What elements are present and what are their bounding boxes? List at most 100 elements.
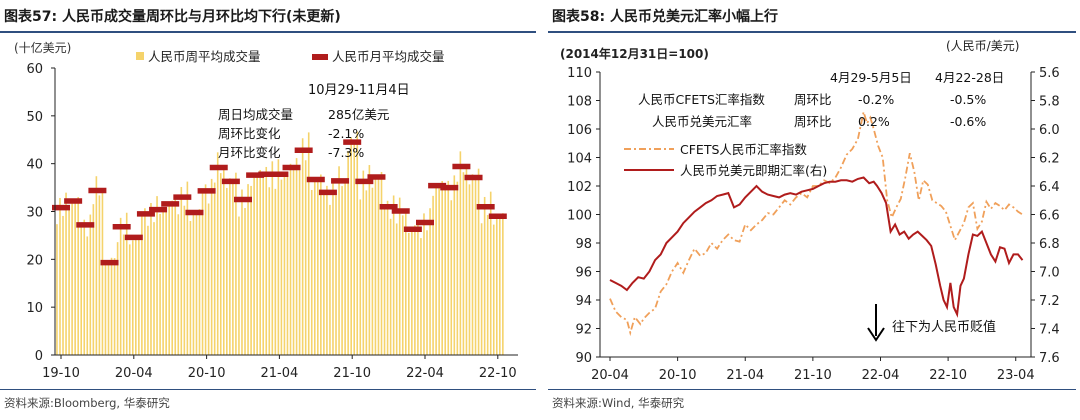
weekly-volume-bar bbox=[235, 172, 237, 355]
weekly-volume-bar bbox=[56, 224, 58, 355]
weekly-volume-bar bbox=[238, 216, 240, 355]
weekly-volume-bar bbox=[107, 262, 110, 355]
weekly-volume-bar bbox=[101, 189, 104, 355]
weekly-volume-bar bbox=[468, 184, 471, 355]
chart-panel-volume: 图表57: 人民币成交量周环比与月环比均下行(未更新) (十亿美元) 0 10 20 3… bbox=[0, 9, 536, 410]
left-tick-label: 90 bbox=[575, 351, 592, 366]
weekly-volume-bar bbox=[119, 217, 122, 355]
weekly-volume-bar bbox=[474, 175, 477, 355]
weekly-volume-bar bbox=[289, 163, 292, 355]
weekly-volume-bar bbox=[162, 209, 164, 355]
weekly-volume-bar bbox=[471, 174, 474, 355]
weekly-volume-bar bbox=[480, 223, 483, 355]
weekly-volume-bar bbox=[408, 232, 410, 355]
table-row-name: 人民币兑美元汇率 bbox=[652, 114, 752, 129]
weekly-volume-bar bbox=[465, 164, 468, 355]
table-row-value: -0.6% bbox=[950, 114, 986, 129]
weekly-volume-bar bbox=[98, 195, 101, 355]
weekly-volume-bar bbox=[304, 160, 307, 355]
weekly-volume-bar bbox=[268, 187, 271, 355]
weekly-volume-bar bbox=[65, 192, 67, 355]
right-tick-label: 7.0 bbox=[1039, 266, 1060, 281]
weekly-volume-bar bbox=[89, 214, 92, 355]
weekly-volume-bar bbox=[371, 187, 374, 355]
title-divider bbox=[548, 31, 1076, 33]
weekly-volume-bar bbox=[323, 194, 325, 355]
table-header: 4月29-5月5日 bbox=[830, 70, 912, 85]
legend-swatch-monthly bbox=[312, 54, 328, 60]
weekly-volume-bar bbox=[259, 169, 261, 355]
y-tick-label: 0 bbox=[35, 349, 43, 364]
weekly-volume-bar bbox=[186, 181, 189, 355]
y-tick-label: 40 bbox=[26, 158, 43, 173]
left-tick-label: 98 bbox=[575, 237, 592, 252]
weekly-volume-bar bbox=[204, 184, 207, 355]
weekly-volume-bar bbox=[368, 165, 371, 355]
title-divider bbox=[0, 31, 536, 33]
left-tick-label: 106 bbox=[567, 123, 592, 138]
weekly-volume-bar bbox=[377, 178, 380, 355]
x-tick-label: 20-10 bbox=[659, 368, 697, 383]
weekly-volume-bar bbox=[247, 184, 249, 355]
weekly-volume-bar bbox=[201, 193, 204, 355]
weekly-volume-bar bbox=[198, 209, 201, 355]
weekly-volume-bar bbox=[280, 179, 283, 355]
left-tick-label: 100 bbox=[567, 209, 592, 224]
weekly-volume-bar bbox=[392, 195, 395, 355]
source-note-volume: 资料来源:Bloomberg, 华泰研究 bbox=[4, 396, 170, 410]
table-header: 4月22-28日 bbox=[935, 70, 1004, 85]
weekly-volume-bar bbox=[389, 218, 392, 355]
annotation-row-value: 285亿美元 bbox=[328, 107, 389, 122]
weekly-volume-bar bbox=[125, 212, 128, 355]
table-row-value: -0.2% bbox=[858, 92, 894, 107]
weekly-volume-bar bbox=[141, 214, 143, 355]
weekly-volume-bar bbox=[320, 174, 322, 355]
weekly-volume-bar bbox=[138, 235, 140, 355]
weekly-volume-bar bbox=[80, 225, 83, 355]
legend-label-cfets: CFETS人民币汇率指数 bbox=[680, 142, 807, 157]
weekly-volume-bar bbox=[362, 170, 365, 355]
weekly-volume-bar bbox=[213, 182, 216, 355]
weekly-volume-bar bbox=[356, 131, 359, 355]
weekly-volume-bar bbox=[74, 201, 76, 355]
x-tick-label: 22-10 bbox=[479, 366, 517, 381]
weekly-volume-bar bbox=[62, 215, 64, 355]
weekly-volume-bar bbox=[226, 187, 228, 355]
weekly-volume-bar bbox=[116, 242, 119, 355]
x-tick-label: 20-04 bbox=[115, 366, 153, 381]
weekly-volume-bar bbox=[298, 170, 301, 355]
weekly-volume-bar bbox=[477, 168, 480, 355]
right-tick-label: 7.6 bbox=[1039, 351, 1060, 366]
weekly-volume-bar bbox=[335, 195, 337, 355]
weekly-volume-bar bbox=[153, 222, 155, 355]
right-tick-label: 6.6 bbox=[1039, 209, 1060, 224]
left-axis-label: (2014年12月31日=100) bbox=[560, 46, 709, 61]
x-tick-label: 22-04 bbox=[406, 366, 444, 381]
weekly-volume-bar bbox=[271, 161, 274, 355]
weekly-volume-bar bbox=[177, 214, 180, 355]
weekly-volume-bar bbox=[489, 191, 492, 355]
weekly-volume-bar bbox=[395, 223, 398, 355]
weekly-volume-bar bbox=[374, 177, 377, 355]
usdcny-spot-line bbox=[609, 176, 1024, 318]
annotation-heading: 10月29-11月4日 bbox=[308, 83, 410, 98]
left-tick-label: 102 bbox=[567, 180, 592, 195]
weekly-volume-bar bbox=[329, 204, 331, 355]
weekly-volume-bar bbox=[210, 178, 213, 355]
weekly-volume-bar bbox=[414, 225, 416, 355]
weekly-volume-bar bbox=[344, 179, 346, 355]
weekly-volume-bar bbox=[332, 180, 334, 355]
weekly-volume-bar bbox=[386, 200, 389, 355]
y-tick-label: 30 bbox=[26, 206, 43, 221]
left-tick-label: 96 bbox=[575, 266, 592, 281]
weekly-volume-bar bbox=[404, 211, 407, 355]
weekly-volume-bar bbox=[180, 187, 183, 355]
weekly-volume-bar bbox=[317, 180, 319, 355]
weekly-volume-bar bbox=[499, 216, 501, 355]
x-tick-label: 20-10 bbox=[188, 366, 226, 381]
x-tick-label: 20-04 bbox=[591, 368, 629, 383]
weekly-volume-bar bbox=[165, 209, 167, 355]
chart-title-volume: 图表57: 人民币成交量周环比与月环比均下行(未更新) bbox=[4, 9, 341, 25]
weekly-volume-bar bbox=[92, 204, 95, 355]
weekly-volume-bar bbox=[459, 151, 462, 355]
